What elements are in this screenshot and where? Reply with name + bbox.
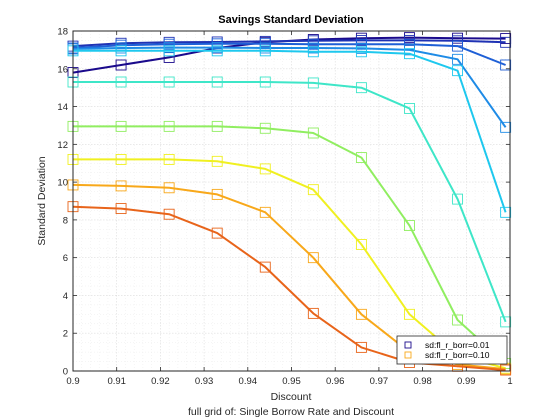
legend-marker (404, 341, 412, 349)
data-point-marker (500, 121, 512, 133)
data-point-marker (163, 120, 175, 132)
y-tick-label: 10 (57, 178, 68, 189)
data-point-marker (115, 59, 127, 71)
data-point-marker (307, 127, 319, 139)
data-point-marker (211, 155, 223, 167)
data-point-marker (452, 65, 464, 77)
y-tick-label: 0 (63, 367, 68, 378)
caption: full grid of: Single Borrow Rate and Dis… (188, 406, 394, 418)
data-point-marker (259, 206, 271, 218)
series-line-5 (73, 81, 507, 323)
series-line-3 (72, 46, 507, 128)
y-tick-label: 6 (63, 253, 68, 264)
x-tick-label: 0.99 (457, 376, 476, 387)
x-axis-title: Discount (271, 391, 312, 403)
data-point-marker (404, 102, 415, 114)
series-line-4 (73, 49, 507, 213)
data-point-marker (404, 308, 415, 320)
data-point-marker (307, 184, 319, 196)
data-point-marker (500, 206, 512, 218)
x-tick-label: 0.96 (326, 376, 345, 387)
y-tick-label: 14 (57, 102, 68, 113)
data-point-marker (211, 120, 223, 132)
y-tick-label: 12 (57, 140, 68, 151)
data-point-marker (259, 163, 271, 175)
x-tick-label: 0.94 (239, 376, 258, 387)
data-point-marker (355, 238, 367, 250)
data-point-marker (355, 152, 367, 164)
data-point-marker (259, 122, 271, 134)
y-tick-label: 4 (63, 291, 68, 302)
data-point-marker (163, 208, 175, 220)
data-point-marker (404, 220, 415, 232)
legend-box (396, 335, 508, 365)
data-point-marker (355, 82, 367, 94)
data-point-marker (115, 203, 127, 215)
data-point-marker (211, 227, 223, 239)
data-point-marker (452, 314, 464, 326)
x-tick-label: 0.97 (370, 376, 389, 387)
y-axis-title: Standard Deviation (36, 156, 48, 245)
data-point-marker (115, 180, 127, 192)
data-point-marker (211, 45, 223, 57)
series-line-1 (72, 39, 506, 48)
legend: sd:fl_r_borr=0.01 sd:fl_r_borr=0.10 (396, 335, 508, 365)
data-point-marker (452, 53, 464, 65)
data-point-marker (115, 76, 127, 88)
data-point-marker (211, 188, 223, 200)
data-point-marker (404, 48, 415, 60)
data-point-marker (163, 45, 175, 57)
series-line-6 (73, 125, 507, 365)
data-point-marker (355, 341, 367, 353)
data-point-marker (259, 45, 271, 57)
y-tick-label: 18 (57, 27, 68, 38)
y-tick-label: 2 (63, 329, 68, 340)
y-tick-label: 16 (57, 64, 68, 75)
data-point-marker (163, 182, 175, 194)
chart-title: Savings Standard Deviation (218, 14, 364, 26)
data-point-marker (307, 77, 319, 89)
data-point-marker (115, 45, 127, 57)
x-tick-label: 0.93 (195, 376, 214, 387)
data-point-marker (355, 308, 367, 320)
data-point-marker (259, 261, 271, 273)
x-tick-label: 1 (507, 376, 512, 387)
data-point-marker (115, 153, 127, 165)
series-line-7 (73, 158, 506, 370)
tick-labels: 0.9 0.91 0.92 0.93 0.94 0.95 0.96 0.97 0.98 0.99 1… (57, 27, 512, 388)
x-tick-label: 0.91 (107, 376, 126, 387)
data-point-marker (259, 76, 271, 88)
legend-marker (404, 351, 412, 359)
data-point-marker (500, 364, 512, 376)
data-point-marker (163, 76, 175, 88)
data-point-marker (115, 120, 127, 132)
series-line-2 (72, 42, 506, 66)
data-point-marker (307, 46, 319, 58)
x-tick-label: 0.92 (151, 376, 170, 387)
data-point-marker (307, 307, 319, 319)
data-point-marker (163, 153, 175, 165)
data-point-marker (500, 59, 512, 71)
data-point-marker (307, 252, 319, 264)
data-point-marker (452, 40, 464, 52)
data-point-marker (355, 46, 367, 58)
y-tick-label: 8 (63, 215, 68, 226)
legend-label: sd:fl_r_borr=0.01 (425, 340, 490, 350)
data-point-marker (452, 193, 464, 205)
x-tick-label: 0.9 (66, 376, 79, 387)
data-point-marker (500, 36, 512, 48)
data-point-marker (211, 76, 223, 88)
x-tick-label: 0.98 (413, 376, 432, 387)
x-tick-label: 0.95 (282, 376, 301, 387)
data-point-marker (500, 316, 512, 328)
legend-label: sd:fl_r_borr=0.10 (425, 350, 490, 360)
